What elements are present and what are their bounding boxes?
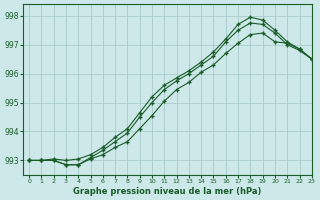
X-axis label: Graphe pression niveau de la mer (hPa): Graphe pression niveau de la mer (hPa) — [73, 187, 261, 196]
